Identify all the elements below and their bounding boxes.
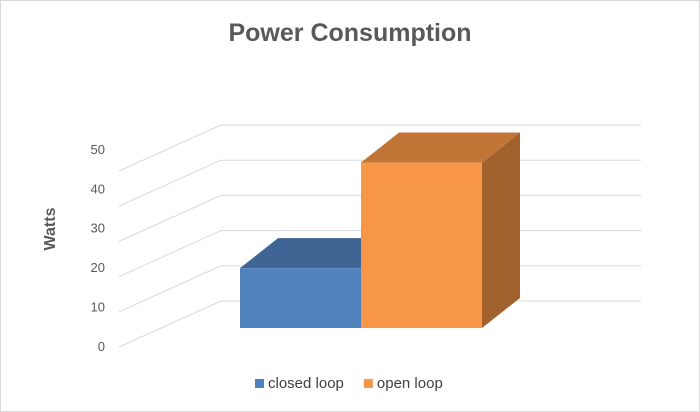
legend-item: closed loop	[255, 375, 344, 392]
y-tick-label: 10	[91, 300, 105, 315]
y-tick-label: 0	[98, 339, 105, 354]
bar-side	[482, 132, 520, 328]
y-tick-label: 20	[91, 260, 105, 275]
bar-front	[240, 268, 361, 328]
bar-open-loop	[361, 132, 520, 328]
bars	[240, 132, 520, 328]
gridline	[118, 124, 641, 172]
y-tick-label: 30	[91, 221, 105, 236]
y-tick-label: 50	[91, 142, 105, 157]
bar-top	[361, 132, 520, 163]
legend-label: closed loop	[268, 375, 344, 392]
legend: closed loop open loop	[255, 375, 443, 392]
bar-front	[361, 162, 482, 328]
bar-top	[240, 238, 399, 269]
y-axis-ticks: 0 10 20 30 40 50	[91, 142, 105, 354]
legend-label: open loop	[377, 375, 443, 392]
y-axis-label: Watts	[42, 207, 59, 250]
chart-title: Power Consumption	[228, 19, 471, 47]
legend-item: open loop	[363, 375, 443, 392]
legend-swatch	[363, 379, 373, 388]
legend-swatch	[255, 379, 264, 388]
y-tick-label: 40	[91, 181, 105, 196]
